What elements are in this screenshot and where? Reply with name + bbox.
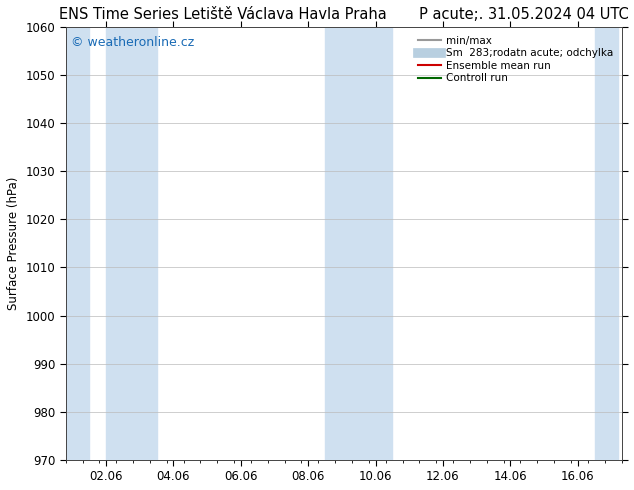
Text: © weatheronline.cz: © weatheronline.cz <box>71 36 195 49</box>
Legend: min/max, Sm  283;rodatn acute; odchylka, Ensemble mean run, Controll run: min/max, Sm 283;rodatn acute; odchylka, … <box>415 32 616 87</box>
Y-axis label: Surface Pressure (hPa): Surface Pressure (hPa) <box>7 177 20 310</box>
Bar <box>325 27 392 460</box>
Bar <box>595 27 618 460</box>
Title: ENS Time Series Letiště Václava Havla Praha       P acute;. 31.05.2024 04 UTC: ENS Time Series Letiště Václava Havla Pr… <box>59 7 628 22</box>
Bar <box>66 27 89 460</box>
Bar <box>106 27 157 460</box>
